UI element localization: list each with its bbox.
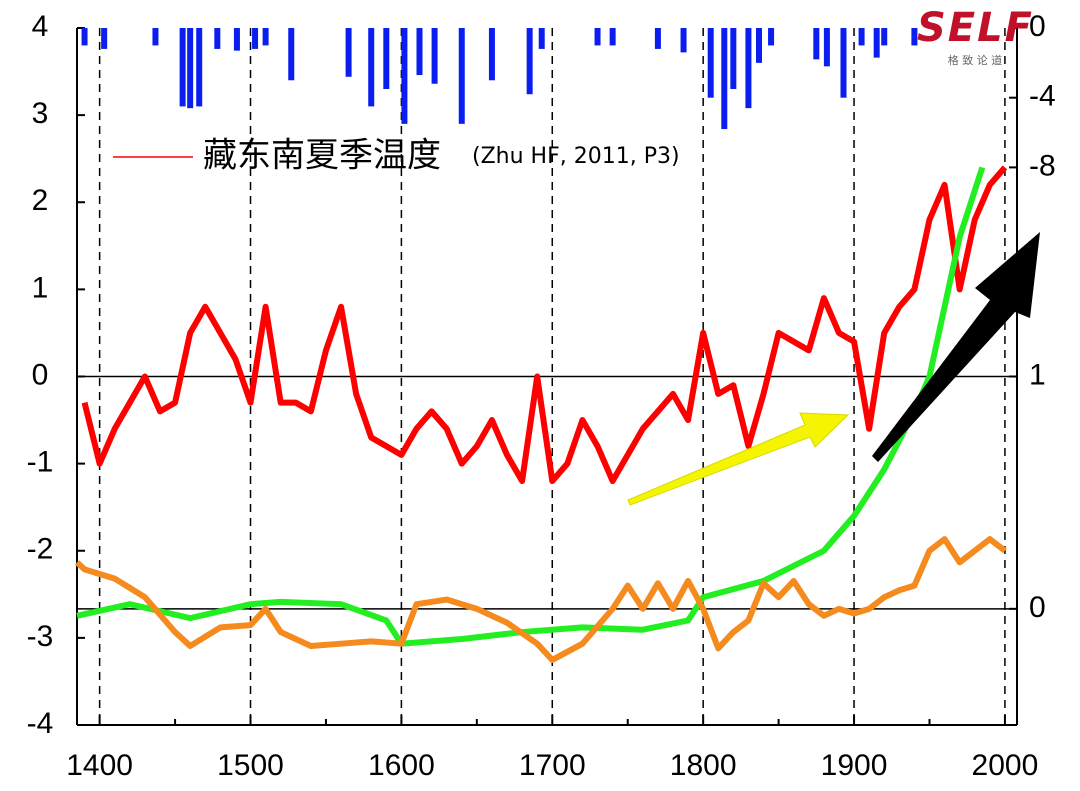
bar	[840, 28, 847, 98]
bar	[288, 28, 295, 81]
bar	[431, 28, 438, 84]
bar	[654, 28, 661, 49]
legend-label: 藏东南夏季温度	[203, 136, 441, 176]
bar	[823, 28, 830, 67]
plot: 1400 1500 1600 1700 1800 1900 2000-4-3-2-10123…	[27, 10, 1056, 782]
legend-note: (Zhu HF, 2011, P3)	[472, 144, 680, 169]
y-tick-label: -3	[27, 620, 54, 653]
y-tick-label: 1	[32, 271, 49, 304]
x-tick-label: 1700	[519, 749, 586, 782]
bar	[538, 28, 545, 49]
y-right-tick-label: 0	[1029, 591, 1046, 624]
bar	[101, 28, 108, 49]
x-tick-label: 1500	[217, 749, 284, 782]
bar	[745, 28, 752, 109]
line-series	[74, 536, 1007, 663]
bar	[755, 28, 762, 63]
y-tick-label: -1	[27, 446, 54, 479]
bar	[345, 28, 352, 77]
bar	[368, 28, 375, 107]
x-tick-label: 1400	[66, 749, 133, 782]
bar	[873, 28, 880, 58]
y-tick-label: 3	[32, 97, 49, 130]
bar	[881, 28, 888, 46]
line-series	[81, 165, 1008, 485]
y-right-tick-label: -8	[1029, 149, 1056, 182]
bar	[196, 28, 203, 107]
y-right-tick-label: -4	[1029, 80, 1056, 113]
x-tick-label: 1600	[368, 749, 435, 782]
bar	[707, 28, 714, 98]
y-tick-label: -4	[27, 707, 54, 740]
bar	[911, 28, 918, 46]
bar	[187, 28, 194, 109]
x-tick-label: 2000	[972, 749, 1039, 782]
bar	[680, 28, 687, 53]
bar	[233, 28, 240, 51]
line-series	[76, 166, 986, 647]
bar	[768, 28, 775, 46]
bar	[488, 28, 495, 81]
bar	[262, 28, 269, 46]
bar	[416, 28, 423, 76]
bar	[721, 28, 728, 130]
bar	[730, 28, 737, 89]
bar	[214, 28, 221, 49]
logo-subtitle: 格 致 论 道	[948, 53, 1003, 67]
bar	[526, 28, 533, 95]
x-tick-label: 1900	[821, 749, 888, 782]
bar	[152, 28, 159, 46]
y-tick-label: -2	[27, 533, 54, 566]
bar	[458, 28, 465, 124]
logo: SELF	[917, 5, 1034, 51]
black-arrow	[872, 232, 1040, 462]
y-tick-label: 4	[32, 10, 49, 43]
bar	[179, 28, 186, 107]
bar	[252, 28, 259, 49]
y-tick-label: 2	[32, 184, 49, 217]
bar	[594, 28, 601, 46]
yellow-arrow	[627, 412, 850, 506]
bar	[401, 28, 408, 124]
bar	[609, 28, 616, 46]
bar	[81, 28, 88, 46]
bar	[813, 28, 820, 60]
y-tick-label: 0	[32, 358, 49, 391]
y-right-tick-label: 1	[1029, 358, 1046, 391]
y-right-tick-label: 0	[1029, 10, 1046, 43]
x-tick-label: 1800	[670, 749, 737, 782]
bar	[383, 28, 390, 89]
bar	[858, 28, 865, 46]
